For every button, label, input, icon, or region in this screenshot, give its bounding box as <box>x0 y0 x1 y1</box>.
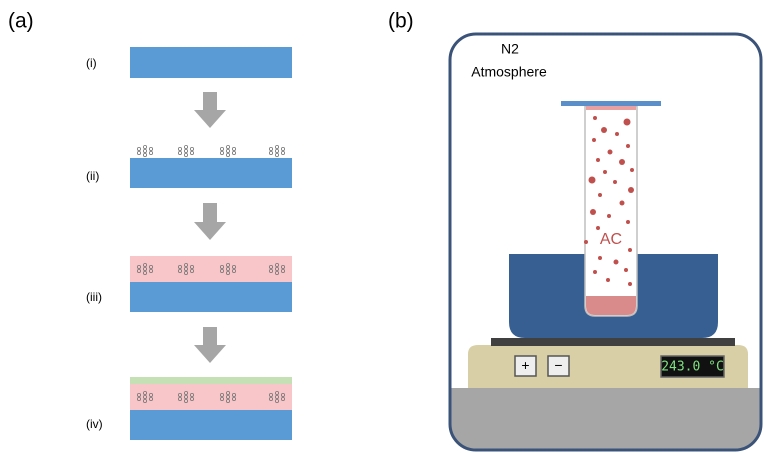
temperature-value: 243.0 °C <box>661 360 724 375</box>
step-label: (ii) <box>86 169 99 183</box>
chamber <box>450 388 761 450</box>
bench <box>450 388 761 450</box>
panel-label: (a) <box>8 10 34 33</box>
step-label: (iv) <box>86 417 103 431</box>
temperature-display <box>660 355 725 378</box>
particles <box>584 116 634 286</box>
tube-rim <box>586 106 636 110</box>
substrate <box>130 410 292 440</box>
step-labels: (i) (ii) (iii) (iv) <box>86 56 103 431</box>
button-label[interactable]: − <box>554 357 562 373</box>
step-label: (iii) <box>86 290 102 304</box>
controls: + − 243.0 °C <box>514 355 725 378</box>
substrate <box>130 282 292 312</box>
button[interactable] <box>547 355 570 377</box>
panel-label: (b) <box>388 10 414 33</box>
step-label: (i) <box>86 56 97 70</box>
film-layer <box>130 384 292 410</box>
atmosphere-label: Atmosphere <box>471 64 547 80</box>
plate-top <box>491 338 735 346</box>
substrates <box>130 47 292 440</box>
substrate <box>130 47 292 78</box>
substrate <box>130 158 292 188</box>
tube-bottom <box>586 296 636 315</box>
arrows <box>194 92 226 363</box>
atmosphere-label: N2 <box>501 41 519 57</box>
tube-label: AC <box>600 231 622 248</box>
chamber-outline <box>448 32 763 452</box>
button-label[interactable]: + <box>521 357 529 373</box>
top-layer <box>130 377 292 384</box>
film-layer <box>130 256 292 282</box>
tube-cap <box>561 101 661 106</box>
button[interactable] <box>514 355 537 377</box>
